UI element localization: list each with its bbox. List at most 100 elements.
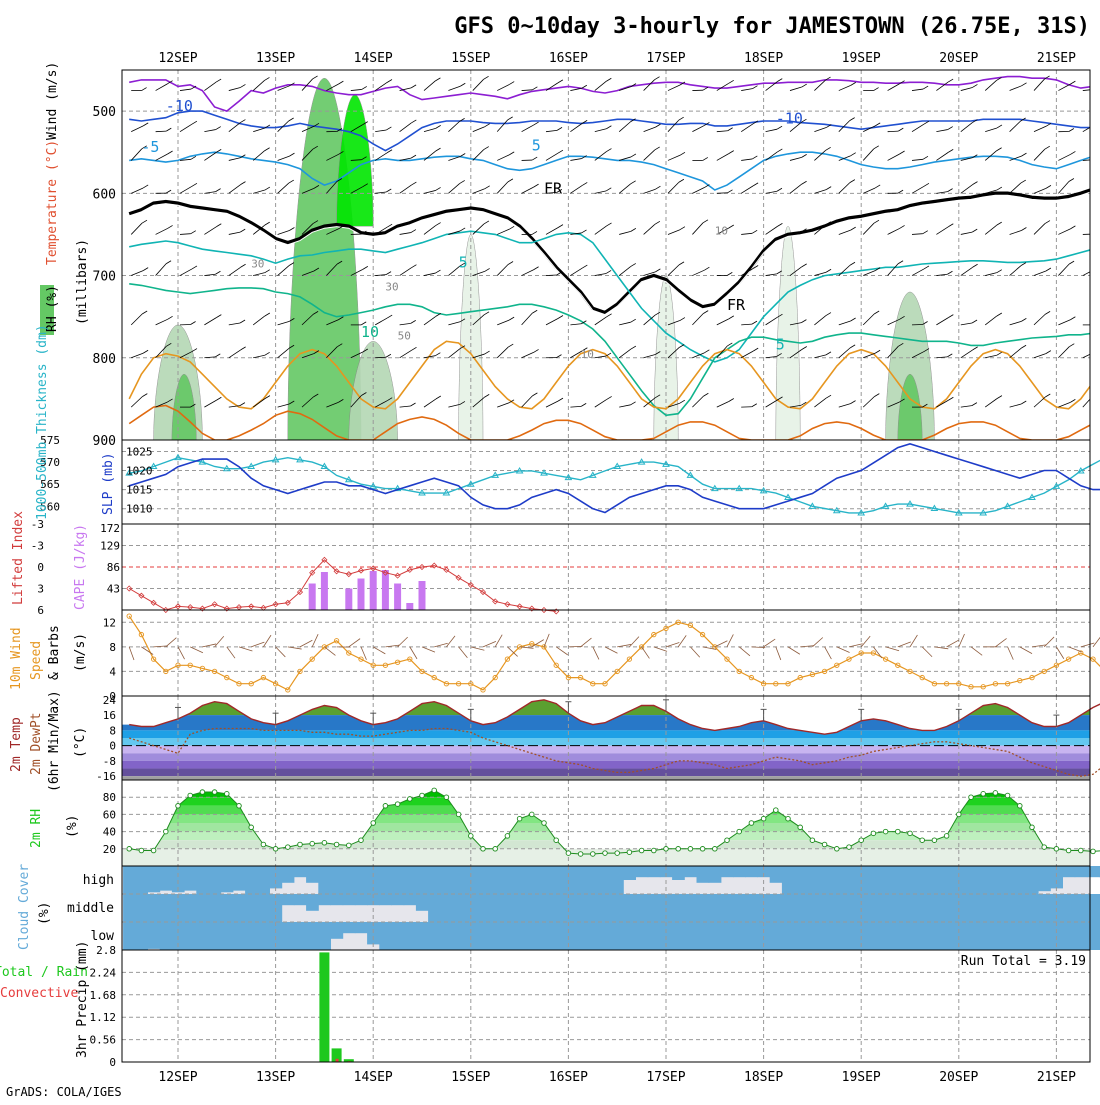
- cape-bar: [345, 589, 352, 611]
- cloud-cell-low: [550, 922, 563, 950]
- temp-tick: -16: [96, 770, 116, 783]
- temp-band: [122, 753, 1090, 761]
- cloud-cell-middle: [623, 894, 636, 922]
- rh-marker: [310, 841, 315, 846]
- wind-barb-flag: [485, 186, 490, 189]
- cape-tick: 86: [107, 561, 120, 574]
- wind-barb-flag: [509, 317, 514, 320]
- wind-barb-flag: [534, 349, 539, 352]
- cloud-cell-low: [770, 922, 783, 950]
- rh-marker: [554, 838, 559, 843]
- wind-barb: [473, 79, 484, 90]
- cloud-cell-middle: [831, 894, 844, 922]
- wind-barb: [131, 188, 143, 193]
- rh-marker: [578, 852, 583, 857]
- rh-unit-label: (%): [65, 815, 80, 838]
- contour-label: 10: [361, 323, 379, 341]
- wind-barb: [741, 351, 753, 358]
- cloud-cell-high: [1014, 866, 1027, 894]
- wind-barb-flag: [509, 226, 514, 229]
- cloud-cell-high: [514, 866, 527, 894]
- cloud-cell-low: [892, 922, 905, 950]
- cloud-cell-middle: [794, 894, 807, 922]
- wind-barb-flag: [948, 315, 953, 318]
- date-label-bottom: 15SEP: [451, 1070, 490, 1085]
- rh-marker: [225, 791, 230, 796]
- dewpt-axis-label: 2m DewPt: [29, 712, 44, 775]
- rh-marker: [957, 812, 962, 817]
- wind-barb: [839, 230, 851, 234]
- cloud-cell-middle: [1026, 894, 1039, 922]
- date-label-bottom: 18SEP: [744, 1070, 783, 1085]
- wind-barb-flag: [558, 398, 563, 401]
- wind-barb-flag: [460, 154, 465, 157]
- wind-barb-flag: [411, 320, 416, 323]
- wind-barb: [546, 228, 558, 235]
- wind-barb: [839, 348, 850, 358]
- wind-barb-flag: [826, 187, 831, 190]
- rh-marker: [298, 842, 303, 847]
- wind-barb: [570, 406, 581, 407]
- cloud-cell-low: [989, 922, 1002, 950]
- wind-barb: [1034, 149, 1045, 160]
- isotherm-line: [129, 152, 1100, 190]
- rh-marker: [1054, 847, 1059, 852]
- wind-barb-flag: [850, 118, 855, 121]
- cape-tick: 43: [107, 583, 120, 596]
- wind-barb: [888, 264, 898, 276]
- wind-barb-flag: [557, 127, 562, 130]
- wind-barb: [422, 647, 435, 652]
- wind-barb: [497, 120, 507, 132]
- wind-barb: [424, 151, 436, 160]
- wind-barb-flag: [241, 264, 246, 267]
- wind-barb-flag: [216, 315, 221, 318]
- cloud-cell-high: [623, 866, 636, 880]
- cloud-cell-low: [489, 922, 502, 950]
- wind-barb: [788, 647, 800, 654]
- rh-marker: [481, 847, 486, 852]
- wind-barb: [229, 350, 241, 358]
- cloud-cell-high: [843, 866, 856, 894]
- wind-barb-flag: [777, 149, 782, 152]
- cloud-cell-high: [672, 866, 685, 880]
- wind-barb-flag: [728, 128, 733, 131]
- wind-barb: [985, 399, 997, 407]
- wind-barb: [766, 129, 777, 131]
- wind-barb-flag: [874, 220, 879, 223]
- wind-barb-flag: [1095, 184, 1100, 187]
- wind-barb: [373, 647, 385, 654]
- cloud-cell-middle: [843, 894, 856, 922]
- wind-barb-flag: [1069, 128, 1074, 131]
- cloud-cell-middle: [806, 894, 819, 922]
- lifted-index-axis-label: Lifted Index: [11, 511, 26, 605]
- wind-barb-flag: [411, 265, 416, 268]
- wind-barb-flag: [216, 224, 221, 227]
- cloud-cell-low: [672, 922, 685, 950]
- temp-tick: 0: [109, 740, 116, 753]
- wind-barb: [263, 635, 271, 647]
- wind-barb: [1093, 636, 1100, 647]
- rh-marker: [200, 790, 205, 795]
- side-label-temp: Temperature (°C): [45, 140, 60, 265]
- wind-barb-flag: [851, 82, 856, 85]
- cape-bar: [321, 572, 328, 610]
- cloud-cell-low: [538, 922, 551, 950]
- rh-marker: [164, 829, 169, 834]
- wind-barb: [497, 85, 509, 91]
- temp-tick: 24: [103, 694, 117, 707]
- wind-barb-flag: [997, 187, 1002, 190]
- rh-band: [122, 797, 1090, 806]
- wind-barb-flag: [582, 85, 587, 88]
- cloud-cell-middle: [392, 894, 405, 905]
- wind-barb: [605, 647, 617, 653]
- wind-barb-flag: [582, 182, 587, 185]
- wind-barb: [727, 634, 733, 646]
- wind-barb: [278, 156, 290, 160]
- isotherm-line: [129, 341, 1100, 409]
- wind-barb: [227, 647, 235, 658]
- wind-barb-flag: [1095, 266, 1100, 269]
- wind-barb: [863, 223, 874, 234]
- date-label-bottom: 12SEP: [158, 1070, 197, 1085]
- cloud-level-label: low: [91, 929, 115, 944]
